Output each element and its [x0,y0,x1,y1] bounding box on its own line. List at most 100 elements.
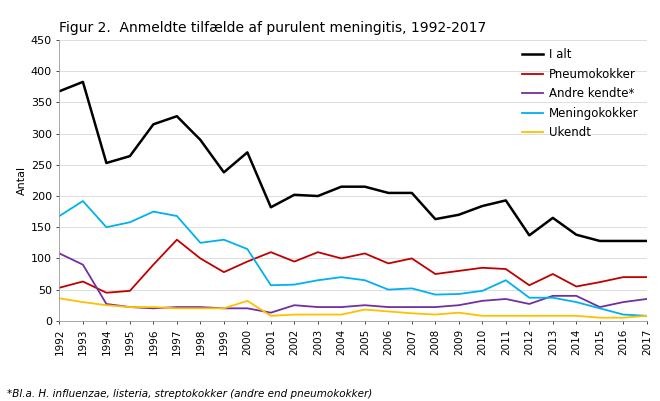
I alt [502,198,510,203]
Ukendt [126,305,134,310]
Pneumokokker [596,280,604,285]
Ukendt [408,311,416,316]
Meningokokker [149,209,157,214]
Andre kendte* [102,302,110,306]
Pneumokokker [173,237,181,242]
I alt [55,89,63,94]
Meningokokker [337,275,345,279]
I alt [384,190,392,195]
Ukendt [478,314,486,318]
Andre kendte* [361,303,369,308]
Y-axis label: Antal: Antal [16,166,26,195]
Andre kendte* [525,302,533,306]
Andre kendte* [384,305,392,310]
Pneumokokker [478,265,486,270]
Meningokokker [502,278,510,283]
I alt [572,232,580,237]
Andre kendte* [455,303,463,308]
Ukendt [455,310,463,315]
Ukendt [220,306,228,311]
Ukendt [337,312,345,317]
Pneumokokker [79,279,87,284]
Meningokokker [126,220,134,225]
Pneumokokker [197,256,205,261]
Ukendt [361,307,369,312]
Pneumokokker [408,256,416,261]
I alt [455,213,463,217]
Andre kendte* [572,294,580,298]
Ukendt [197,306,205,311]
Pneumokokker [126,288,134,293]
I alt [361,184,369,189]
I alt [619,239,627,243]
I alt [173,114,181,119]
Andre kendte* [596,305,604,310]
Andre kendte* [220,306,228,311]
Ukendt [55,296,63,301]
Pneumokokker [290,259,298,264]
I alt [596,239,604,243]
Pneumokokker [432,271,440,276]
I alt [478,204,486,209]
Ukendt [244,298,251,303]
Meningokokker [197,241,205,245]
Ukendt [314,312,322,317]
I alt [314,194,322,198]
Meningokokker [102,225,110,230]
Ukendt [267,314,275,318]
Meningokokker [596,306,604,311]
Ukendt [102,303,110,308]
Meningokokker [432,292,440,297]
Text: *Bl.a. H. influenzae, listeria, streptokokker (andre end pneumokokker): *Bl.a. H. influenzae, listeria, streptok… [7,389,372,399]
I alt [244,150,251,155]
Line: I alt: I alt [59,82,647,241]
Meningokokker [173,214,181,219]
Meningokokker [55,214,63,219]
Andre kendte* [619,300,627,304]
Ukendt [290,312,298,317]
I alt [149,122,157,127]
Andre kendte* [149,306,157,311]
Ukendt [173,306,181,311]
Legend: I alt, Pneumokokker, Andre kendte*, Meningokokker, Ukendt: I alt, Pneumokokker, Andre kendte*, Meni… [517,44,644,144]
Pneumokokker [314,250,322,255]
Pneumokokker [220,270,228,275]
Ukendt [596,315,604,320]
Meningokokker [455,292,463,296]
I alt [408,190,416,195]
I alt [79,79,87,84]
Andre kendte* [432,305,440,310]
Andre kendte* [79,262,87,267]
Ukendt [525,314,533,318]
I alt [643,239,651,243]
Ukendt [432,312,440,317]
Andre kendte* [549,294,557,298]
Andre kendte* [314,305,322,310]
Meningokokker [619,312,627,317]
Meningokokker [267,283,275,288]
Pneumokokker [643,275,651,279]
Meningokokker [643,314,651,318]
I alt [197,138,205,142]
Ukendt [502,314,510,318]
Meningokokker [314,278,322,283]
Andre kendte* [502,297,510,302]
Ukendt [384,309,392,314]
Andre kendte* [337,305,345,310]
I alt [290,192,298,197]
Line: Pneumokokker: Pneumokokker [59,240,647,293]
Pneumokokker [384,261,392,266]
Meningokokker [244,247,251,251]
Meningokokker [220,237,228,242]
Meningokokker [79,198,87,203]
Andre kendte* [173,305,181,310]
Andre kendte* [290,303,298,308]
Ukendt [572,314,580,318]
I alt [126,154,134,158]
Line: Meningokokker: Meningokokker [59,201,647,316]
Pneumokokker [619,275,627,279]
Ukendt [549,314,557,318]
Meningokokker [478,288,486,293]
Text: Figur 2.  Anmeldte tilfælde af purulent meningitis, 1992-2017: Figur 2. Anmeldte tilfælde af purulent m… [59,21,486,35]
Ukendt [643,314,651,318]
